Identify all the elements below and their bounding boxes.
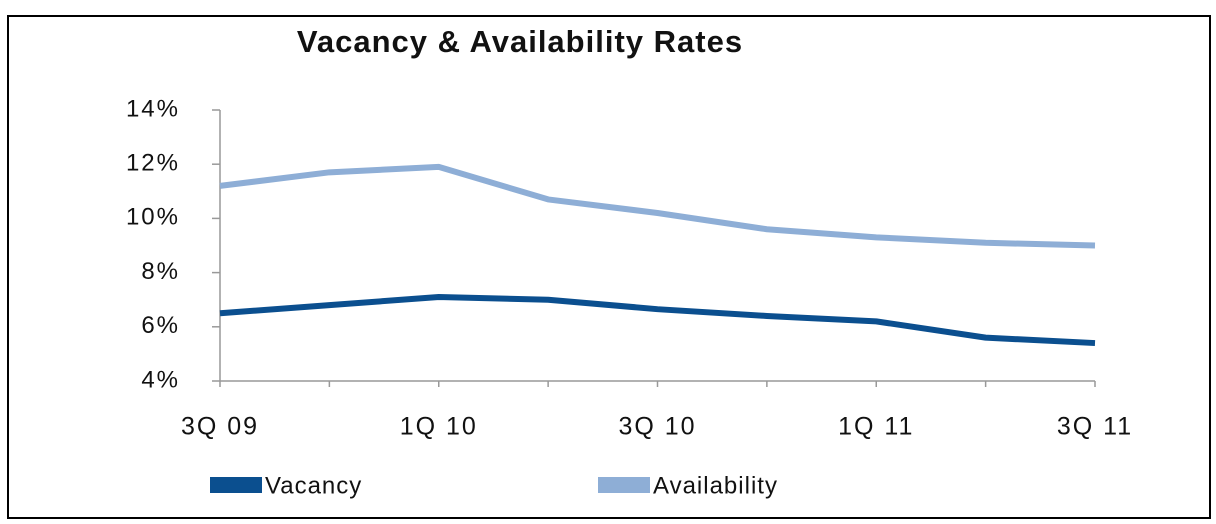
legend-label: Vacancy — [265, 472, 362, 499]
frame — [7, 15, 1211, 519]
legend-swatch — [210, 477, 262, 493]
y-tick-label: 8% — [141, 258, 180, 285]
x-tick-label: 3Q 11 — [1057, 413, 1133, 441]
y-tick-label: 14% — [126, 95, 180, 122]
y-tick-label: 10% — [126, 204, 180, 231]
legend-swatch — [598, 477, 650, 493]
series-line — [219, 163, 1096, 249]
y-tick-label: 6% — [141, 312, 180, 339]
y-tick-label: 4% — [141, 366, 180, 393]
series-line — [219, 293, 1096, 347]
x-tick-label: 3Q 09 — [181, 413, 259, 441]
x-tick-label: 1Q 11 — [838, 413, 914, 441]
chart-title: Vacancy & Availability Rates — [297, 24, 743, 59]
x-tick-label: 1Q 10 — [400, 413, 478, 441]
legend-label: Availability — [653, 472, 778, 499]
x-tick-label: 3Q 10 — [618, 413, 696, 441]
y-tick-label: 12% — [126, 150, 180, 177]
